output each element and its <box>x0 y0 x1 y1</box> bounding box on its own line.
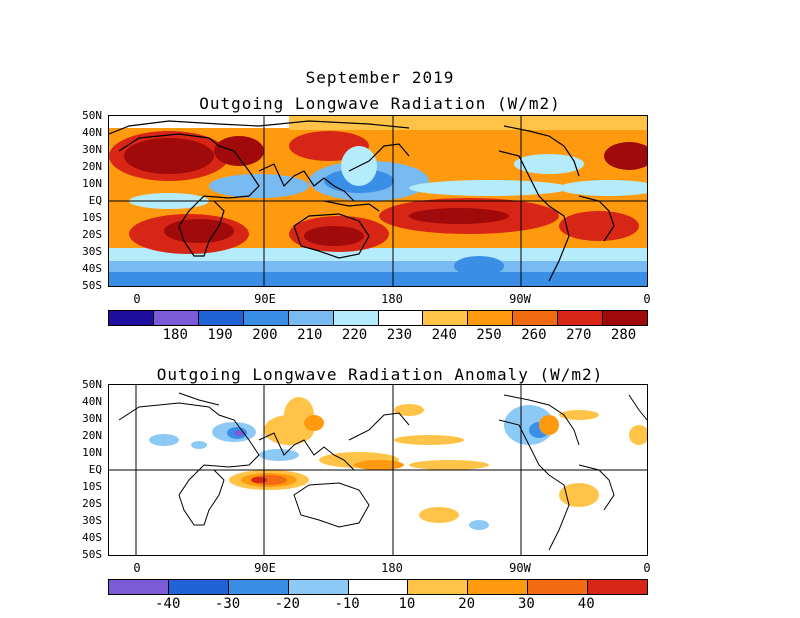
colorbar-tick-label: -10 <box>334 596 360 612</box>
lon-label: 0 <box>133 561 141 575</box>
colorbar-tick-label: 180 <box>162 327 188 343</box>
olr-map-title: Outgoing Longwave Radiation (W/m2) <box>199 94 561 113</box>
lat-label: 40S <box>82 262 102 275</box>
lon-label: 90E <box>254 561 276 575</box>
colorbar-swatch <box>423 311 469 325</box>
colorbar-swatch <box>603 311 648 325</box>
olr-map-grid <box>109 116 647 286</box>
colorbar-swatch <box>288 580 349 594</box>
anomaly-map-grid <box>109 385 647 555</box>
colorbar-swatch <box>348 580 409 594</box>
colorbar-tick-label: 260 <box>521 327 547 343</box>
colorbar-swatch <box>528 580 589 594</box>
lon-label: 0 <box>643 292 651 306</box>
colorbar-swatch <box>468 580 529 594</box>
lat-label: 40N <box>82 395 102 408</box>
lon-label: 90W <box>509 292 531 306</box>
colorbar-swatch <box>228 580 289 594</box>
anomaly-colorbar <box>108 579 648 595</box>
colorbar-swatch <box>408 580 469 594</box>
colorbar-tick-label: -20 <box>274 596 300 612</box>
colorbar-tick-label: 10 <box>398 596 416 612</box>
lat-label: EQ <box>88 463 102 476</box>
lat-label: 40S <box>82 531 102 544</box>
lat-label: 10S <box>82 211 102 224</box>
colorbar-swatch <box>109 311 154 325</box>
colorbar-swatch <box>468 311 514 325</box>
colorbar-tick-label: 30 <box>518 596 535 612</box>
lon-label: 0 <box>643 561 651 575</box>
colorbar-tick-label: 210 <box>297 327 323 343</box>
lon-label: 90E <box>254 292 276 306</box>
lon-label: 180 <box>381 292 403 306</box>
colorbar-tick-label: -30 <box>214 596 241 612</box>
colorbar-tick-label: 40 <box>577 596 595 612</box>
lat-label: 20N <box>82 429 102 442</box>
colorbar-tick-label: 240 <box>431 327 457 343</box>
lat-label: 10N <box>82 177 102 190</box>
lat-label: 40N <box>82 126 102 139</box>
olr-map <box>108 115 648 287</box>
colorbar-tick-label: 270 <box>566 327 592 343</box>
lat-label: 30S <box>82 245 102 258</box>
colorbar-swatch <box>288 311 334 325</box>
lat-label: 30N <box>82 143 102 156</box>
lat-label: 50N <box>82 109 102 122</box>
colorbar-swatch <box>588 580 648 594</box>
colorbar-swatch <box>333 311 379 325</box>
lat-label: 50S <box>82 279 102 292</box>
colorbar-tick-label: -40 <box>155 596 181 612</box>
anomaly-map-title: Outgoing Longwave Radiation Anomaly (W/m… <box>156 365 604 384</box>
anomaly-map-svg <box>109 385 647 555</box>
colorbar-swatch <box>558 311 604 325</box>
lat-label: EQ <box>88 194 102 207</box>
lat-label: 50N <box>82 378 102 391</box>
lat-label: 10N <box>82 446 102 459</box>
lat-label: 30S <box>82 514 102 527</box>
anomaly-map <box>108 384 648 556</box>
month-title: September 2019 <box>305 68 455 87</box>
lat-label: 20S <box>82 228 102 241</box>
colorbar-swatch <box>168 580 229 594</box>
olr-map-svg <box>109 116 647 286</box>
lat-label: 30N <box>82 412 102 425</box>
olr-colorbar <box>108 310 648 326</box>
colorbar-tick-label: 200 <box>252 327 278 343</box>
colorbar-tick-label: 280 <box>610 327 637 343</box>
lat-label: 10S <box>82 480 102 493</box>
colorbar-tick-label: 20 <box>458 596 476 612</box>
colorbar-swatch <box>243 311 289 325</box>
colorbar-swatch <box>153 311 199 325</box>
colorbar-swatch <box>513 311 559 325</box>
lon-label: 90W <box>509 561 531 575</box>
colorbar-swatch <box>378 311 424 325</box>
lat-label: 20S <box>82 497 102 510</box>
lat-label: 20N <box>82 160 102 173</box>
lon-label: 180 <box>381 561 403 575</box>
colorbar-tick-label: 220 <box>341 327 368 343</box>
lat-label: 50S <box>82 548 102 561</box>
colorbar-swatch <box>109 580 169 594</box>
colorbar-tick-label: 230 <box>386 327 413 343</box>
lon-label: 0 <box>133 292 141 306</box>
colorbar-tick-label: 190 <box>207 327 233 343</box>
colorbar-swatch <box>198 311 244 325</box>
colorbar-tick-label: 250 <box>476 327 502 343</box>
